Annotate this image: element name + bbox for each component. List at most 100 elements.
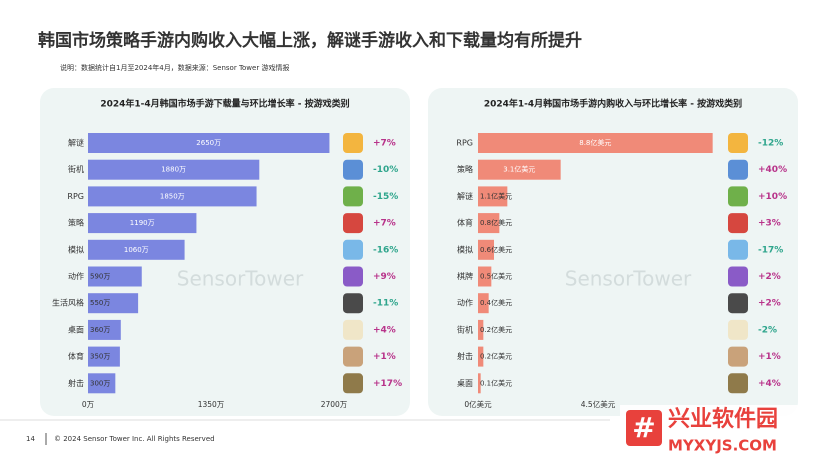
app-icon xyxy=(343,373,363,394)
app-icon xyxy=(343,319,363,340)
growth-label: +17% xyxy=(373,379,402,389)
growth-label: +4% xyxy=(758,379,781,389)
category-label: 桌面 xyxy=(68,324,84,334)
x-tick-label: 0亿美元 xyxy=(464,399,492,409)
chart-title: 2024年1-4月韩国市场手游下载量与环比增长率 - 按游戏类别 xyxy=(100,98,349,110)
category-label: 生活风格 xyxy=(52,298,84,308)
bar xyxy=(88,133,330,153)
bar xyxy=(88,373,116,394)
bar xyxy=(478,186,508,207)
app-icon xyxy=(343,346,363,367)
value-label: 0.4亿美元 xyxy=(480,298,512,307)
app-icon xyxy=(343,213,363,234)
bar xyxy=(478,293,489,314)
category-label: RPG xyxy=(67,192,84,201)
value-label: 1850万 xyxy=(160,192,185,200)
growth-label: -2% xyxy=(758,325,777,335)
growth-label: +3% xyxy=(758,219,781,229)
x-tick-label: 4.5亿美元 xyxy=(581,399,616,409)
category-label: 射击 xyxy=(68,378,84,388)
value-label: 0.6亿美元 xyxy=(480,245,512,254)
app-icon xyxy=(728,319,748,340)
category-label: 体育 xyxy=(457,218,473,228)
category-label: 桌面 xyxy=(457,378,473,388)
panel-watermark: SensorTower xyxy=(565,267,692,291)
value-label: 8.8亿美元 xyxy=(579,138,611,147)
app-icon xyxy=(728,373,748,394)
growth-label: -17% xyxy=(758,245,783,255)
site-url: MYXYJS.COM xyxy=(668,437,777,455)
growth-label: +7% xyxy=(373,219,396,229)
value-label: 1880万 xyxy=(161,166,186,174)
growth-label: +1% xyxy=(758,352,781,362)
site-name: 兴业软件园 xyxy=(668,406,778,432)
category-label: 射击 xyxy=(457,351,473,361)
x-tick-label: 2700万 xyxy=(321,400,348,409)
value-label: 360万 xyxy=(90,326,110,334)
bar xyxy=(88,186,257,207)
value-label: 350万 xyxy=(90,353,110,361)
category-label: 街机 xyxy=(457,324,473,334)
app-icon xyxy=(343,133,363,153)
app-icon xyxy=(728,293,748,314)
bar xyxy=(478,213,500,234)
bar xyxy=(88,266,142,287)
value-label: 590万 xyxy=(90,273,110,281)
value-label: 0.5亿美元 xyxy=(480,272,512,281)
growth-label: +9% xyxy=(373,272,396,282)
note: 说明：数据统计自1月至2024年4月，数据来源：Sensor Tower 游戏情… xyxy=(60,63,289,72)
category-label: 策略 xyxy=(68,218,84,228)
growth-label: +1% xyxy=(373,352,396,362)
bar xyxy=(88,293,139,314)
growth-label: -16% xyxy=(373,245,398,255)
growth-label: +10% xyxy=(758,192,787,202)
panel-watermark: SensorTower xyxy=(177,267,304,291)
category-label: RPG xyxy=(456,139,473,148)
growth-label: +4% xyxy=(373,325,396,335)
bar xyxy=(478,239,494,260)
value-label: 1.1亿美元 xyxy=(480,191,512,200)
value-label: 3.1亿美元 xyxy=(503,165,535,174)
value-label: 0.2亿美元 xyxy=(480,352,512,361)
category-label: 模拟 xyxy=(457,244,473,254)
growth-label: -11% xyxy=(373,299,398,309)
app-icon xyxy=(343,159,363,180)
category-label: 模拟 xyxy=(68,244,84,254)
app-icon xyxy=(343,293,363,314)
site-logo xyxy=(626,410,662,446)
x-tick-label: 0万 xyxy=(82,400,95,409)
bar xyxy=(478,373,481,394)
category-label: 体育 xyxy=(68,351,84,361)
value-label: 1190万 xyxy=(130,219,155,227)
app-icon xyxy=(343,239,363,260)
app-icon xyxy=(343,186,363,207)
slide-title: 韩国市场策略手游内购收入大幅上涨，解谜手游收入和下载量均有所提升 xyxy=(38,30,582,51)
app-icon xyxy=(728,159,748,180)
value-label: 0.8亿美元 xyxy=(480,218,512,227)
category-label: 策略 xyxy=(457,164,473,174)
category-label: 解谜 xyxy=(68,138,84,148)
app-icon xyxy=(728,346,748,367)
growth-label: +7% xyxy=(373,139,396,149)
value-label: 0.2亿美元 xyxy=(480,325,512,334)
growth-label: -12% xyxy=(758,139,783,149)
app-icon xyxy=(728,133,748,153)
value-label: 2650万 xyxy=(196,139,221,147)
x-tick-label: 1350万 xyxy=(198,400,225,409)
app-icon xyxy=(728,239,748,260)
app-icon xyxy=(728,213,748,234)
app-icon xyxy=(343,266,363,287)
growth-label: +40% xyxy=(758,165,787,175)
value-label: 1060万 xyxy=(124,246,149,254)
value-label: 300万 xyxy=(90,379,110,387)
bar xyxy=(88,319,121,340)
bar xyxy=(88,159,260,180)
growth-label: +2% xyxy=(758,272,781,282)
value-label: 0.1亿美元 xyxy=(480,378,512,387)
copyright: © 2024 Sensor Tower Inc. All Rights Rese… xyxy=(54,435,215,443)
bar xyxy=(478,266,492,287)
bar xyxy=(478,346,484,367)
chart-title: 2024年1-4月韩国市场手游内购收入与环比增长率 - 按游戏类别 xyxy=(484,98,742,110)
category-label: 动作 xyxy=(457,298,473,308)
